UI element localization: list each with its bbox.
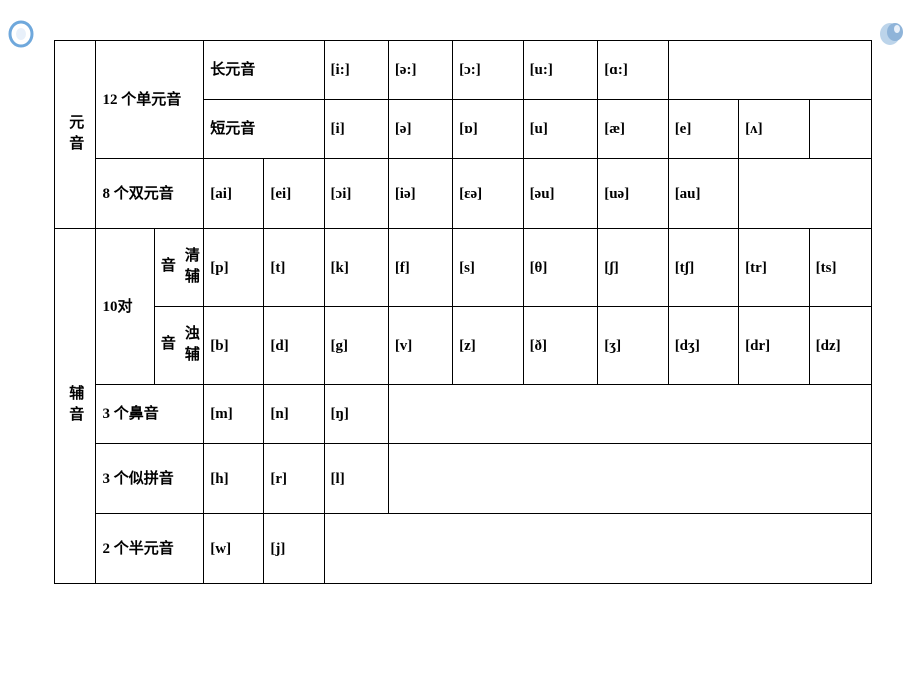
voiceless-cell: [tʃ] [668,229,738,307]
voiceless-cell: [k] [324,229,388,307]
nasal-cell: [ŋ] [324,385,388,444]
voiced-cell: [v] [388,307,452,385]
empty-cell [388,444,871,514]
empty-cell [809,100,871,159]
voiced-cell: [ʒ] [598,307,668,385]
voiced-cell: [z] [453,307,523,385]
semivowels-label: 2 个半元音 [96,514,204,584]
approximant-cell: [r] [264,444,324,514]
diphthong-cell: [ɔi] [324,159,388,229]
empty-cell [739,159,872,229]
voiceless-cell: [θ] [523,229,598,307]
long-vowel-cell: [i:] [324,41,388,100]
pairs-label: 10对 [96,229,154,385]
diphthong-cell: [iə] [388,159,452,229]
short-vowel-cell: [ɒ] [453,100,523,159]
semivowel-cell: [w] [204,514,264,584]
nasals-label: 3 个鼻音 [96,385,204,444]
semivowel-cell: [j] [264,514,324,584]
nasal-cell: [m] [204,385,264,444]
short-vowel-cell: [ʌ] [739,100,809,159]
long-vowel-cell: [ɑ:] [598,41,668,100]
voiced-label: 浊辅音 [154,307,204,385]
long-vowel-cell: [ə:] [388,41,452,100]
approximant-cell: [h] [204,444,264,514]
short-vowel-label: 短元音 [204,100,324,159]
diphthong-cell: [ɛə] [453,159,523,229]
voiceless-cell: [s] [453,229,523,307]
voiced-cell: [dz] [809,307,871,385]
voiced-cell: [d] [264,307,324,385]
empty-cell [388,385,871,444]
empty-cell [324,514,871,584]
short-vowel-cell: [ə] [388,100,452,159]
phonetics-table-container: 元音 12 个单元音 长元音 [i:] [ə:] [ɔ:] [u:] [ɑ:] … [54,40,872,584]
long-vowel-cell: [ɔ:] [453,41,523,100]
approximants-label: 3 个似拼音 [96,444,204,514]
diphthong-cell: [ei] [264,159,324,229]
short-vowel-cell: [æ] [598,100,668,159]
empty-cell [668,41,871,100]
short-vowel-cell: [e] [668,100,738,159]
monophthongs-label: 12 个单元音 [96,41,204,159]
diphthongs-label: 8 个双元音 [96,159,204,229]
consonants-group-label: 辅音 [55,229,96,584]
vowels-group-label: 元音 [55,41,96,229]
voiced-cell: [dr] [739,307,809,385]
voiced-cell: [g] [324,307,388,385]
phonetics-table: 元音 12 个单元音 长元音 [i:] [ə:] [ɔ:] [u:] [ɑ:] … [54,40,872,584]
short-vowel-cell: [u] [523,100,598,159]
voiceless-cell: [ts] [809,229,871,307]
voiced-cell: [ð] [523,307,598,385]
voiced-cell: [b] [204,307,264,385]
decorative-icon-top-right [876,18,906,48]
voiceless-label: 清辅音 [154,229,204,307]
voiceless-cell: [f] [388,229,452,307]
approximant-cell: [l] [324,444,388,514]
decorative-icon-top-left [6,18,36,48]
long-vowel-cell: [u:] [523,41,598,100]
diphthong-cell: [əu] [523,159,598,229]
diphthong-cell: [uə] [598,159,668,229]
diphthong-cell: [au] [668,159,738,229]
voiceless-cell: [p] [204,229,264,307]
voiceless-cell: [tr] [739,229,809,307]
voiceless-cell: [t] [264,229,324,307]
diphthong-cell: [ai] [204,159,264,229]
voiced-cell: [dʒ] [668,307,738,385]
long-vowel-label: 长元音 [204,41,324,100]
voiceless-cell: [ʃ] [598,229,668,307]
nasal-cell: [n] [264,385,324,444]
short-vowel-cell: [i] [324,100,388,159]
